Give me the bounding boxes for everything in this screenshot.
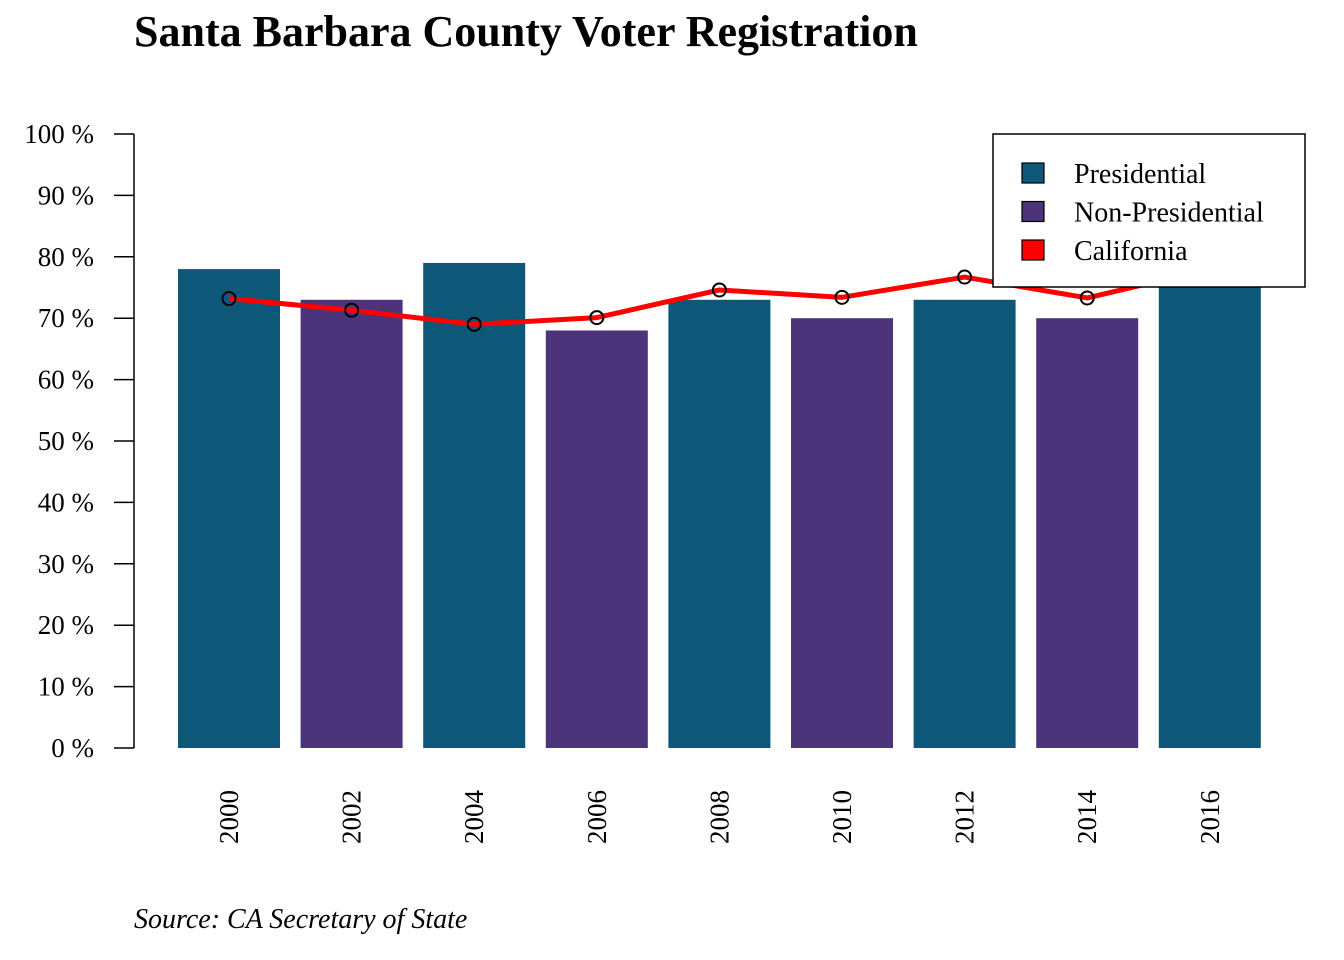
y-tick-label: 90 % xyxy=(38,180,94,210)
bar-2000 xyxy=(178,269,280,748)
bar-2006 xyxy=(545,330,648,748)
bar-2008 xyxy=(668,299,771,748)
california-point-2000 xyxy=(221,291,237,307)
legend-label: Presidential xyxy=(1074,159,1206,190)
california-line-layer xyxy=(221,261,1218,332)
california-point-2014 xyxy=(1079,290,1095,306)
y-tick-label: 0 % xyxy=(51,733,94,763)
y-tick-label: 100 % xyxy=(24,119,94,149)
x-tick-label: 2000 xyxy=(214,790,244,844)
y-tick-label: 70 % xyxy=(38,303,94,333)
legend-label: Non-Presidential xyxy=(1074,198,1264,229)
y-tick-label: 20 % xyxy=(38,610,94,640)
legend-swatch xyxy=(1021,162,1045,184)
legend-box xyxy=(992,133,1306,288)
y-tick-label: 40 % xyxy=(38,487,94,517)
y-tick-label: 60 % xyxy=(38,365,94,395)
y-axis: 0 % 10 % 20 % 30 % 40 % 50 % 60 % 70 % 80 % 90 % 1… xyxy=(24,119,135,763)
x-axis-labels: 2000 2002 2004 2006 2008 2010 2012 2014 2016 xyxy=(214,790,1225,845)
legend-label: California xyxy=(1074,236,1188,267)
bar-2004 xyxy=(423,262,526,748)
bar-2012 xyxy=(913,299,1016,748)
x-tick-label: 2016 xyxy=(1195,790,1225,844)
california-point-2012 xyxy=(957,269,973,285)
y-tick-label: 10 % xyxy=(38,672,94,702)
y-tick-label: 80 % xyxy=(38,242,94,272)
california-point-2010 xyxy=(834,289,850,305)
california-point-2002 xyxy=(344,302,360,318)
california-line xyxy=(228,266,1211,327)
y-tick-label: 50 % xyxy=(38,426,94,456)
x-tick-label: 2008 xyxy=(704,790,734,844)
legend: Presidential Non-Presidential California xyxy=(992,133,1306,288)
x-tick-label: 2010 xyxy=(827,790,857,844)
y-tick-label: 30 % xyxy=(38,549,94,579)
bars xyxy=(178,262,1261,748)
california-point-2006 xyxy=(589,310,605,326)
source-note: Source: CA Secretary of State xyxy=(134,904,468,935)
bar-2014 xyxy=(1036,318,1139,748)
x-tick-label: 2014 xyxy=(1072,790,1102,845)
x-tick-label: 2004 xyxy=(459,790,489,845)
x-tick-label: 2006 xyxy=(582,790,612,844)
chart-title: Santa Barbara County Voter Registration xyxy=(134,7,918,56)
legend-swatch xyxy=(1021,200,1045,223)
bar-2002 xyxy=(300,299,403,748)
legend-swatch xyxy=(1021,239,1045,261)
bar-2010 xyxy=(791,318,893,748)
x-tick-label: 2012 xyxy=(950,790,980,844)
x-tick-label: 2002 xyxy=(337,790,367,844)
bar-2016 xyxy=(1158,287,1261,748)
california-point-2004 xyxy=(466,316,482,332)
california-point-2008 xyxy=(711,282,727,298)
